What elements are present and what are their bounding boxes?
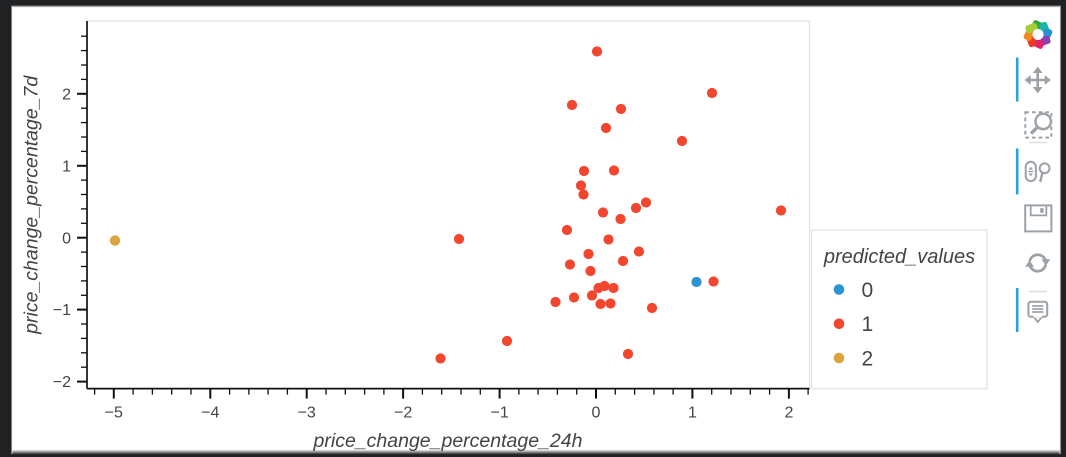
svg-text:0: 0 [62, 230, 71, 247]
svg-text:−3: −3 [298, 405, 316, 422]
svg-text:−4: −4 [201, 405, 219, 422]
svg-text:−2: −2 [53, 374, 71, 391]
svg-text:−5: −5 [105, 405, 123, 422]
svg-text:−1: −1 [53, 302, 71, 319]
svg-text:−1: −1 [490, 405, 508, 422]
svg-text:−2: −2 [394, 405, 412, 422]
svg-text:1: 1 [862, 313, 874, 336]
svg-text:price_change_percentage_7d: price_change_percentage_7d [21, 75, 43, 335]
svg-text:2: 2 [862, 347, 874, 370]
svg-text:predicted_values: predicted_values [823, 246, 975, 268]
svg-text:1: 1 [62, 158, 71, 175]
svg-text:2: 2 [784, 405, 793, 422]
svg-text:1: 1 [688, 405, 697, 422]
svg-text:2: 2 [62, 86, 71, 103]
svg-text:price_change_percentage_24h: price_change_percentage_24h [313, 430, 583, 452]
svg-text:0: 0 [862, 279, 874, 302]
svg-text:0: 0 [592, 405, 601, 422]
